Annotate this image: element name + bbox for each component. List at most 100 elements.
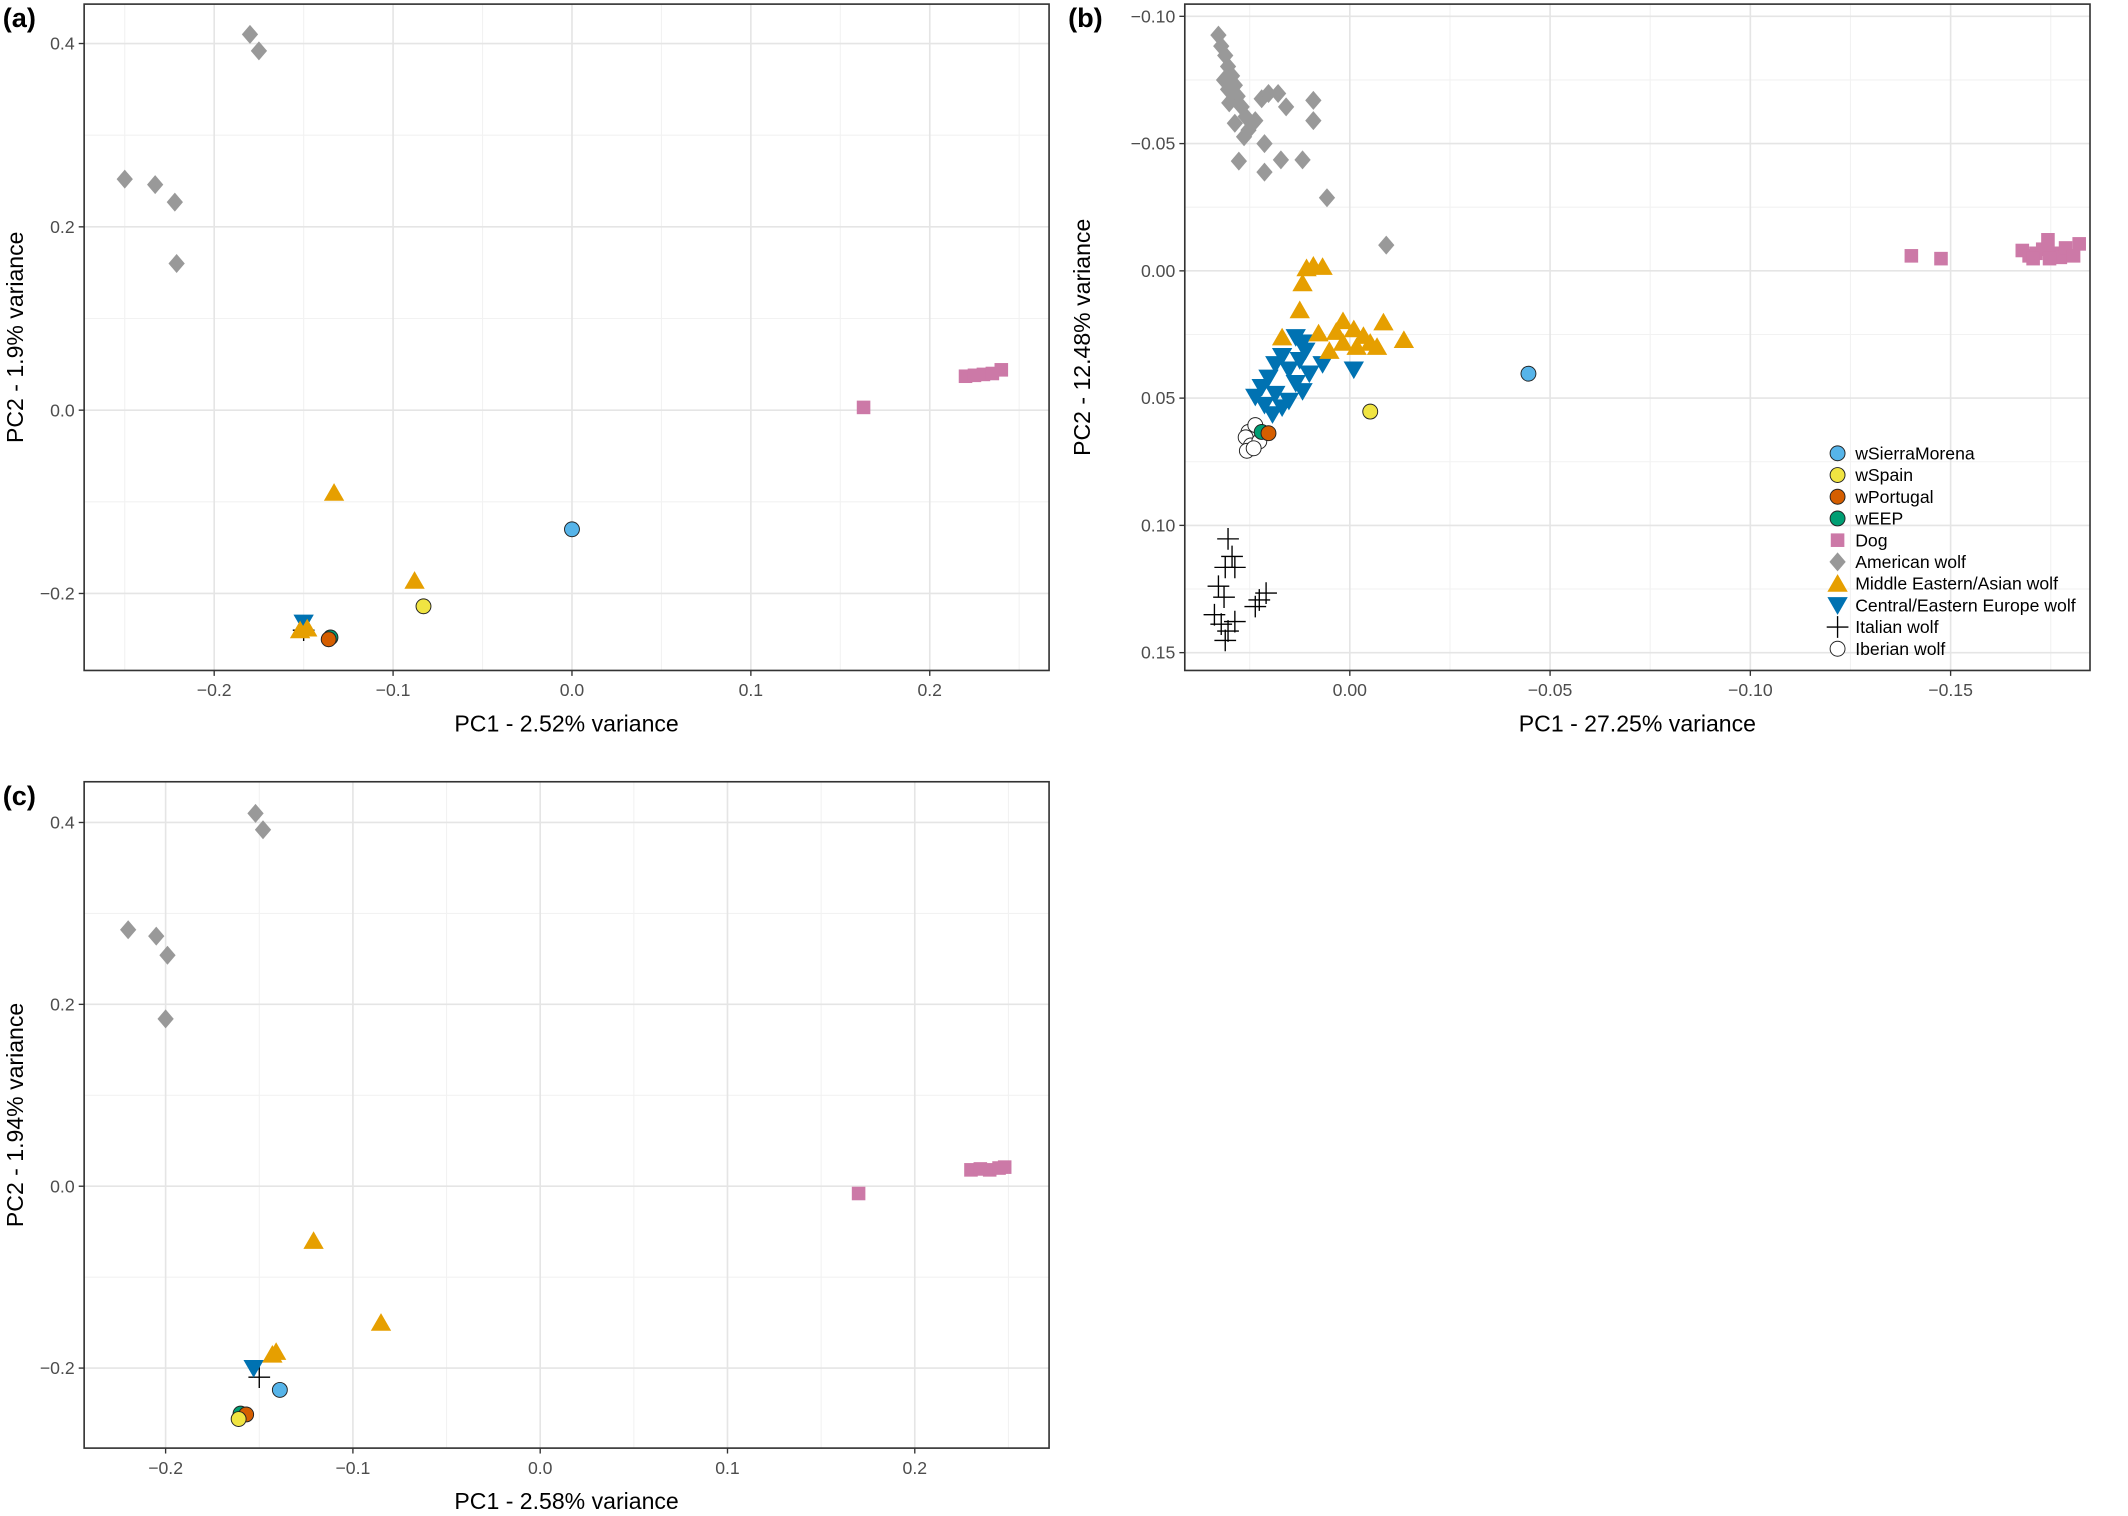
legend-marker: [1829, 552, 1846, 572]
point: [1247, 111, 1264, 131]
point: [2041, 233, 2055, 247]
point: [1258, 369, 1279, 388]
x-tick-label: 0.0: [560, 680, 585, 700]
y-axis-title: PC2 - 12.48% variance: [1069, 219, 1095, 456]
x-tick-label: −0.10: [1728, 680, 1773, 700]
point: [1255, 582, 1277, 604]
y-tick-label: 0.00: [1141, 261, 1176, 281]
point: [2072, 237, 2086, 251]
y-tick-label: −0.2: [40, 584, 75, 604]
point: [1207, 575, 1230, 598]
point: [1343, 319, 1364, 338]
y-tick-label: 0.15: [1141, 643, 1176, 663]
point: [303, 1231, 324, 1249]
legend-label: wEEP: [1854, 509, 1903, 529]
legend-label: Italian wolf: [1855, 617, 1938, 637]
x-tick-label: 0.00: [1333, 680, 1368, 700]
point: [1305, 90, 1322, 110]
y-tick-label: 0.0: [50, 1176, 75, 1196]
point: [271, 1381, 288, 1398]
plot-frame: [83, 780, 1050, 1449]
point: [1904, 249, 1919, 263]
point: [1295, 342, 1316, 361]
legend-label: wSpain: [1854, 465, 1913, 485]
plot-frame: [83, 3, 1050, 672]
x-tick-label: −0.2: [148, 1458, 183, 1478]
legend-marker: [1827, 597, 1848, 615]
y-tick-label: 0.4: [50, 813, 75, 833]
y-tick-label: −0.2: [40, 1358, 75, 1378]
panel-label: (c): [3, 780, 36, 811]
point: [1251, 379, 1272, 397]
point: [159, 945, 176, 965]
y-tick-label: 0.2: [50, 217, 75, 237]
x-tick-label: −0.1: [376, 680, 411, 700]
point: [1318, 188, 1336, 208]
legend-label: Central/Eastern Europe wolf: [1855, 595, 2076, 615]
x-tick-label: 0.1: [715, 1458, 740, 1478]
point: [241, 24, 259, 44]
point: [1271, 327, 1293, 346]
legend-marker: [1829, 640, 1846, 657]
point: [1221, 545, 1243, 568]
point: [1217, 528, 1239, 550]
legend: wSierraMorenawSpainwPortugalwEEPDogAmeri…: [1826, 443, 2076, 659]
legend-label: Middle Eastern/Asian wolf: [1855, 574, 2058, 594]
panel-label: (a): [3, 2, 36, 33]
point: [404, 571, 425, 589]
legend-marker: [1829, 445, 1846, 462]
point: [293, 614, 314, 633]
point: [851, 1186, 866, 1201]
point: [1378, 235, 1395, 255]
point: [248, 1366, 271, 1389]
y-tick-label: 0.10: [1141, 515, 1176, 535]
point: [1285, 374, 1306, 393]
point: [994, 363, 1009, 377]
plot-background: [84, 4, 1050, 671]
point: [1256, 134, 1273, 154]
point: [564, 521, 580, 538]
x-tick-label: −0.1: [336, 1458, 371, 1478]
point: [262, 1344, 283, 1363]
x-tick-label: 0.1: [739, 680, 764, 700]
point: [1289, 300, 1310, 319]
point: [1260, 425, 1277, 442]
point: [1343, 361, 1364, 380]
point: [243, 1359, 264, 1378]
point: [1265, 385, 1286, 404]
plot-frame: [1183, 3, 2091, 672]
point: [1223, 610, 1246, 633]
point: [116, 169, 133, 189]
point: [1362, 403, 1379, 420]
point: [247, 803, 264, 823]
point: [1934, 251, 1948, 266]
point: [1265, 356, 1286, 374]
legend-marker: [1826, 616, 1849, 638]
panel-label: (b): [1068, 2, 1103, 33]
y-tick-label: 0.2: [50, 994, 75, 1014]
point: [1244, 595, 1267, 618]
point: [1332, 311, 1354, 330]
legend-label: wSierraMorena: [1854, 443, 1975, 463]
point: [1319, 341, 1340, 359]
legend-label: Dog: [1855, 530, 1887, 550]
point: [157, 1009, 174, 1029]
point: [1256, 162, 1273, 182]
point: [2066, 249, 2081, 263]
point: [1271, 399, 1293, 418]
point: [1299, 365, 1320, 384]
point: [1308, 323, 1329, 342]
legend-marker: [1829, 488, 1846, 505]
y-tick-label: 0.05: [1141, 388, 1176, 408]
point: [1312, 257, 1333, 275]
point: [856, 400, 871, 415]
point: [1312, 356, 1333, 374]
x-axis-title: PC1 - 2.52% variance: [454, 711, 678, 737]
point: [1226, 113, 1243, 133]
point: [320, 631, 337, 648]
y-axis-title: PC2 - 1.94% variance: [2, 1003, 28, 1227]
point: [1235, 127, 1253, 147]
x-tick-label: −0.15: [1928, 680, 1973, 700]
point: [297, 618, 318, 637]
